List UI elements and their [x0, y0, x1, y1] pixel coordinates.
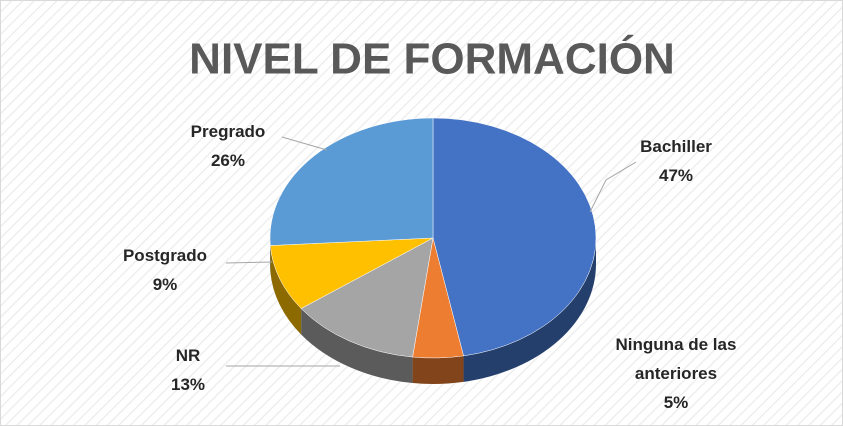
- category-label: Ninguna de las anteriores: [615, 335, 737, 383]
- category-label: Bachiller: [640, 137, 712, 156]
- value-label: 13%: [170, 375, 206, 394]
- slice-side: [412, 355, 464, 384]
- category-label: NR: [175, 346, 201, 365]
- data-label: Ninguna de las anteriores 5%: [601, 330, 751, 417]
- value-label: 5%: [663, 393, 689, 412]
- category-label: Postgrado: [122, 246, 208, 265]
- slice: [432, 117, 597, 357]
- slice: [270, 237, 434, 309]
- slice: [300, 237, 434, 358]
- slice: [269, 117, 434, 246]
- leader-lines: [225, 136, 637, 367]
- data-label: Pregrado 26%: [191, 117, 266, 175]
- value-label: 47%: [658, 166, 694, 185]
- value-label: 26%: [210, 151, 246, 170]
- slice-side: [463, 238, 596, 382]
- pie: [269, 117, 597, 384]
- leader-line: [281, 136, 328, 151]
- leader-line: [589, 161, 637, 213]
- category-label: Pregrado: [190, 122, 266, 141]
- leader-line: [225, 261, 273, 264]
- value-label: 9%: [152, 275, 178, 294]
- slice-side: [301, 308, 413, 384]
- chart-title: NIVEL DE FORMACIÓN: [189, 34, 675, 84]
- data-label: Postgrado 9%: [123, 241, 207, 299]
- data-label: NR 13%: [171, 341, 205, 399]
- data-label: Bachiller 47%: [640, 132, 712, 190]
